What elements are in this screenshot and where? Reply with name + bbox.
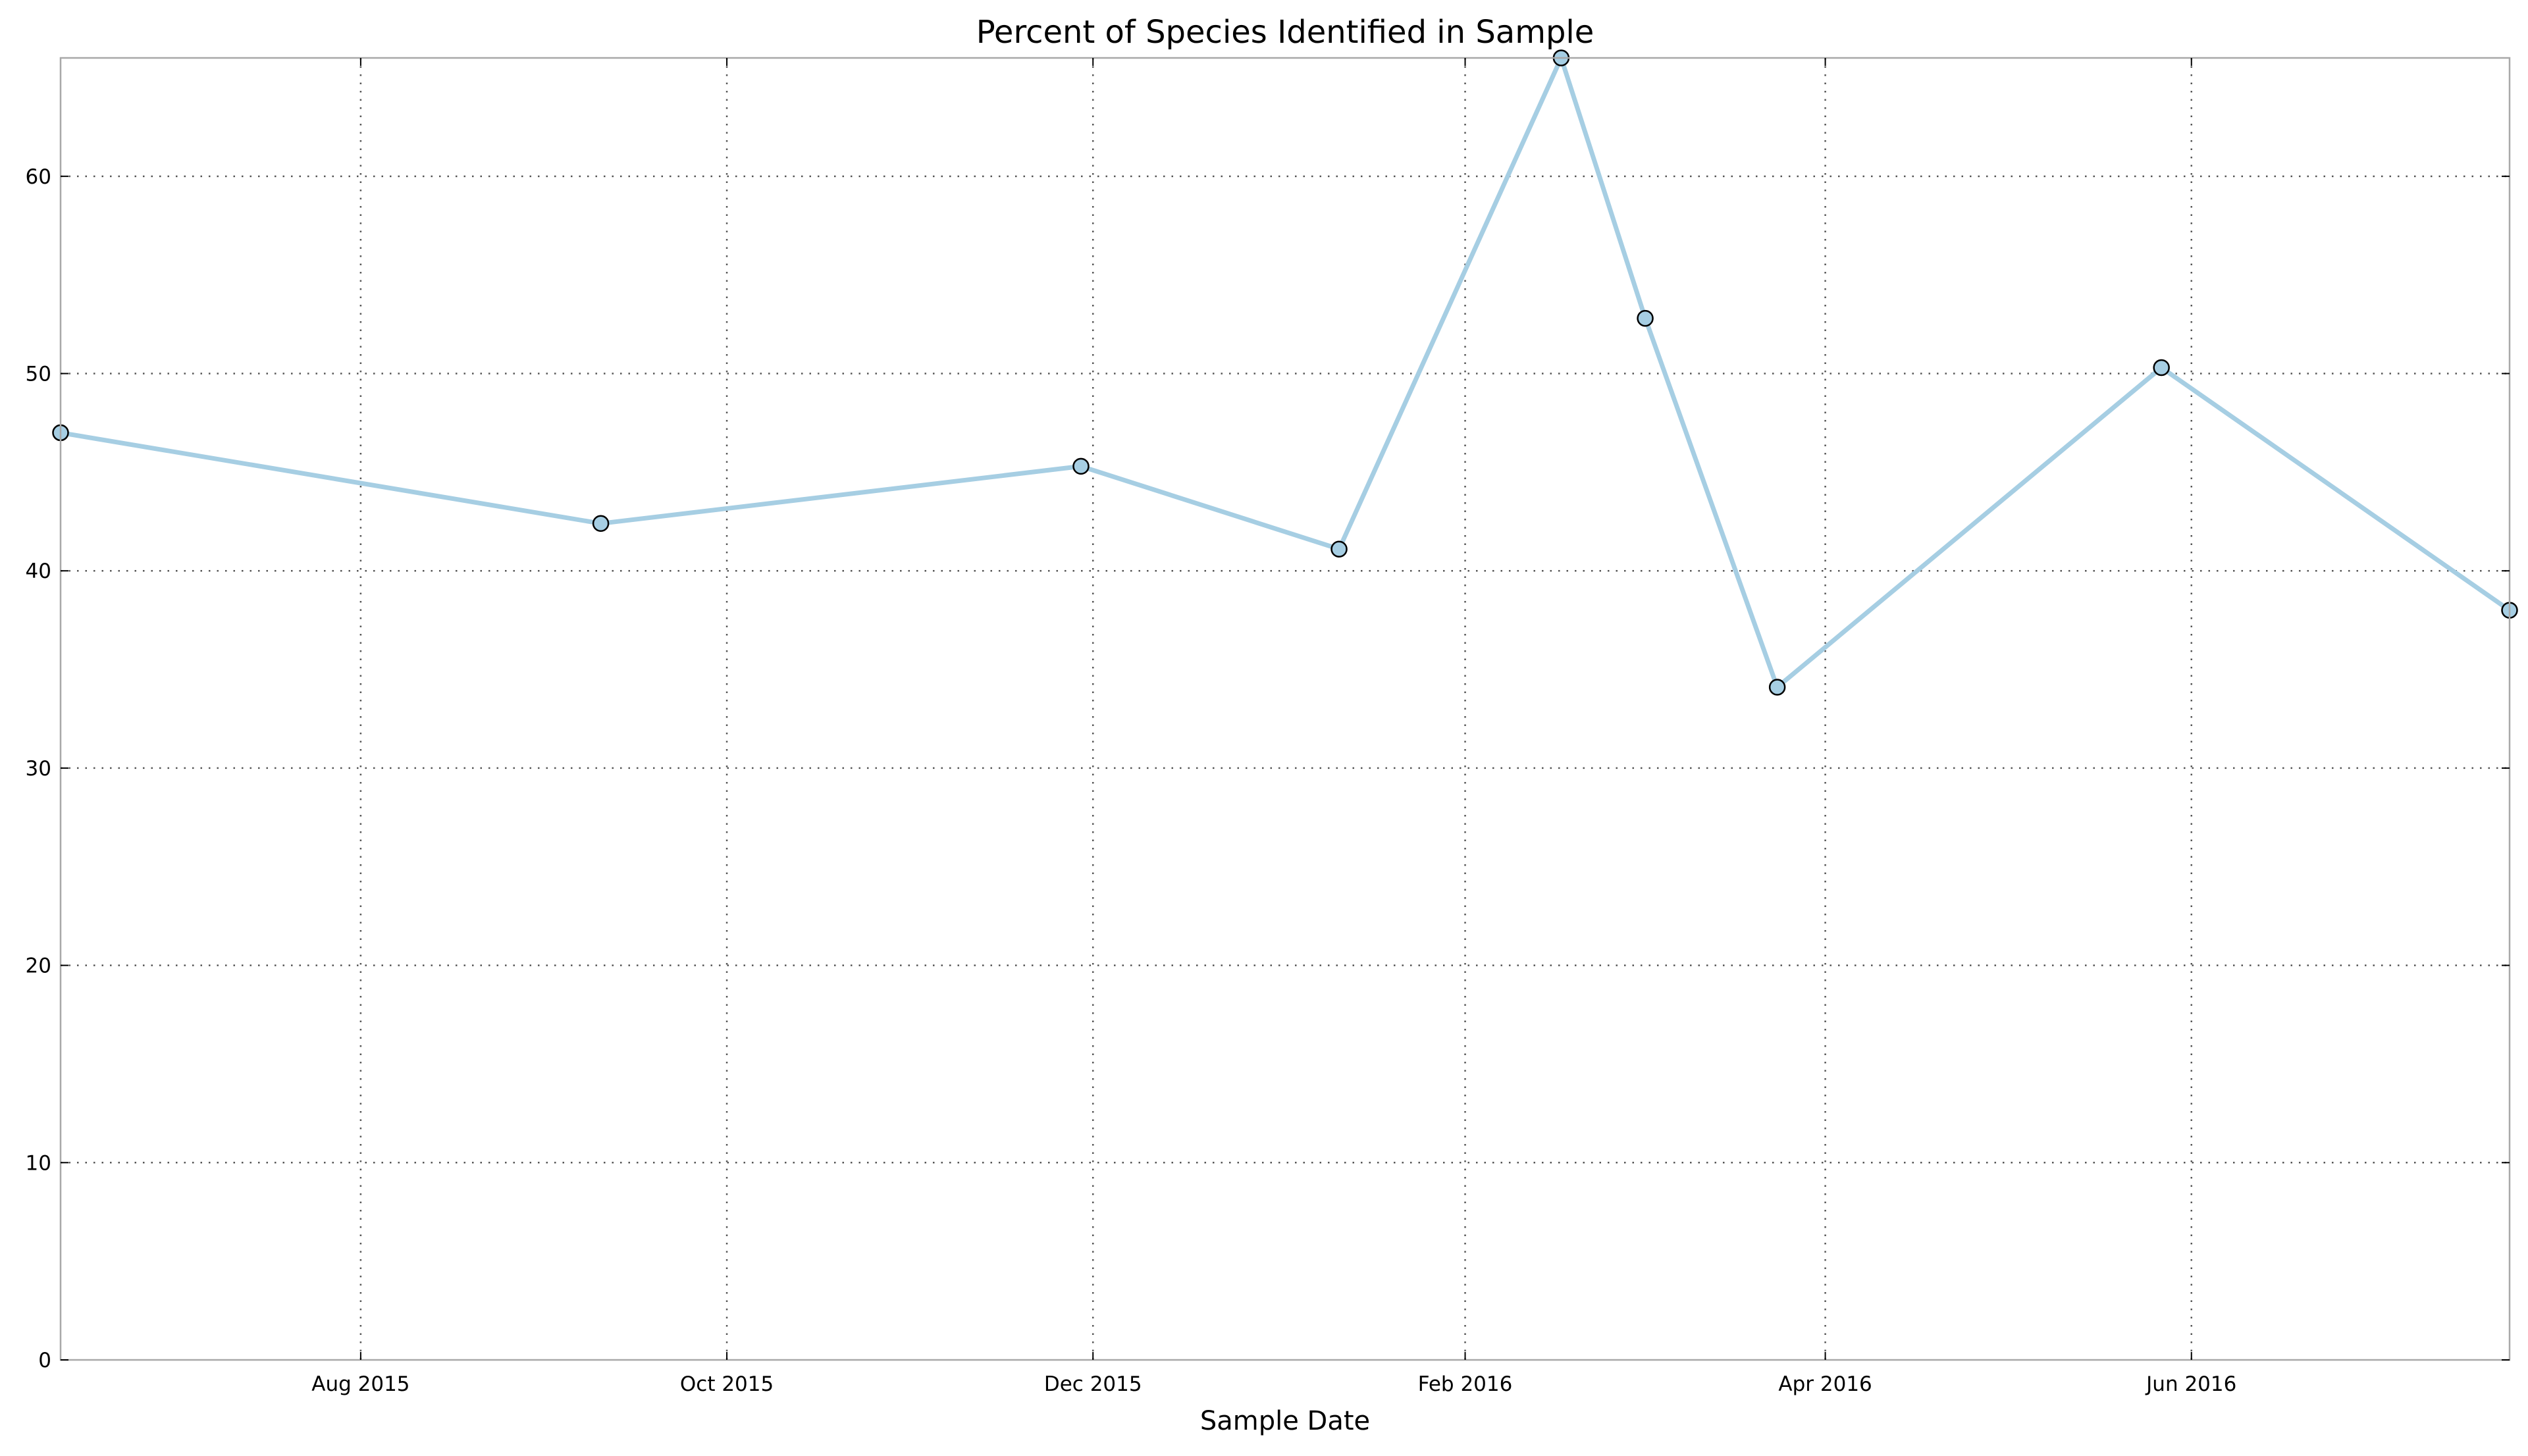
y-tick-label: 50: [26, 363, 51, 386]
gridlines: [61, 58, 2510, 1360]
y-tick-labels: 0 10 20 30 40 50 60: [26, 165, 51, 1372]
x-tick-label: Aug 2015: [311, 1372, 409, 1396]
chart-title: Percent of Species Identified in Sample: [976, 14, 1594, 51]
x-axis-title: Sample Date: [1200, 1406, 1370, 1436]
y-tick-label: 60: [26, 165, 51, 189]
y-tick-label: 10: [26, 1151, 51, 1175]
series-layer: [52, 49, 2518, 696]
x-tick-label: Dec 2015: [1044, 1372, 1142, 1396]
y-tick-label: 0: [38, 1349, 51, 1372]
y-tick-label: 30: [26, 757, 51, 781]
x-tick-labels: Aug 2015 Oct 2015 Dec 2015 Feb 2016 Apr 2016…: [311, 1372, 2236, 1396]
x-tick-label: Apr 2016: [1778, 1372, 1872, 1396]
plot-frame: [59, 57, 2511, 1361]
x-tick-label: Jun 2016: [2145, 1372, 2236, 1396]
data-point: [2153, 359, 2170, 377]
data-point: [1072, 457, 1090, 475]
series-line: [58, 55, 2512, 690]
x-tick-label: Feb 2016: [1418, 1372, 1513, 1396]
y-tick-label: 20: [26, 954, 51, 978]
data-point: [1637, 309, 1654, 327]
data-point: [592, 515, 610, 533]
x-tick-label: Oct 2015: [680, 1372, 774, 1396]
data-point: [1330, 540, 1348, 558]
tick-marks: [61, 58, 2510, 1361]
data-point: [1768, 679, 1786, 696]
y-tick-label: 40: [26, 559, 51, 583]
